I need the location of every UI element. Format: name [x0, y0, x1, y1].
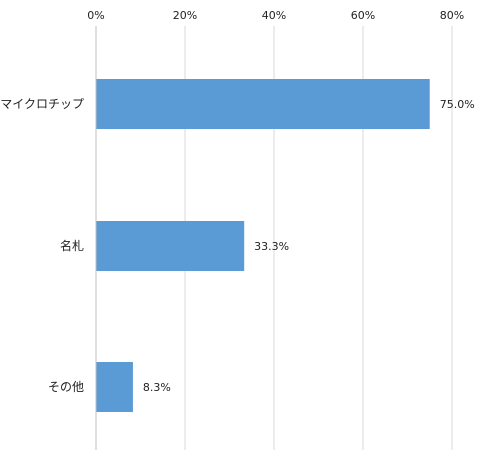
x-axis-tick-labels: 0% 20% 40% 60% 80%	[87, 9, 464, 22]
data-label: 8.3%	[143, 381, 171, 394]
x-tick-label: 20%	[173, 9, 197, 22]
x-tick-label: 80%	[440, 9, 464, 22]
category-label: マイクロチップ	[0, 97, 84, 111]
bar	[96, 79, 430, 129]
x-tick-label: 60%	[351, 9, 375, 22]
category-label: その他	[48, 380, 84, 394]
x-tick-label: 40%	[262, 9, 286, 22]
data-label: 33.3%	[254, 240, 289, 253]
data-labels: 75.0% 33.3% 8.3%	[143, 98, 475, 394]
category-label: 名札	[60, 238, 84, 253]
bar	[96, 221, 245, 271]
bar	[96, 362, 133, 412]
x-tick-label: 0%	[87, 9, 104, 22]
bars	[96, 79, 430, 412]
data-label: 75.0%	[440, 98, 475, 111]
